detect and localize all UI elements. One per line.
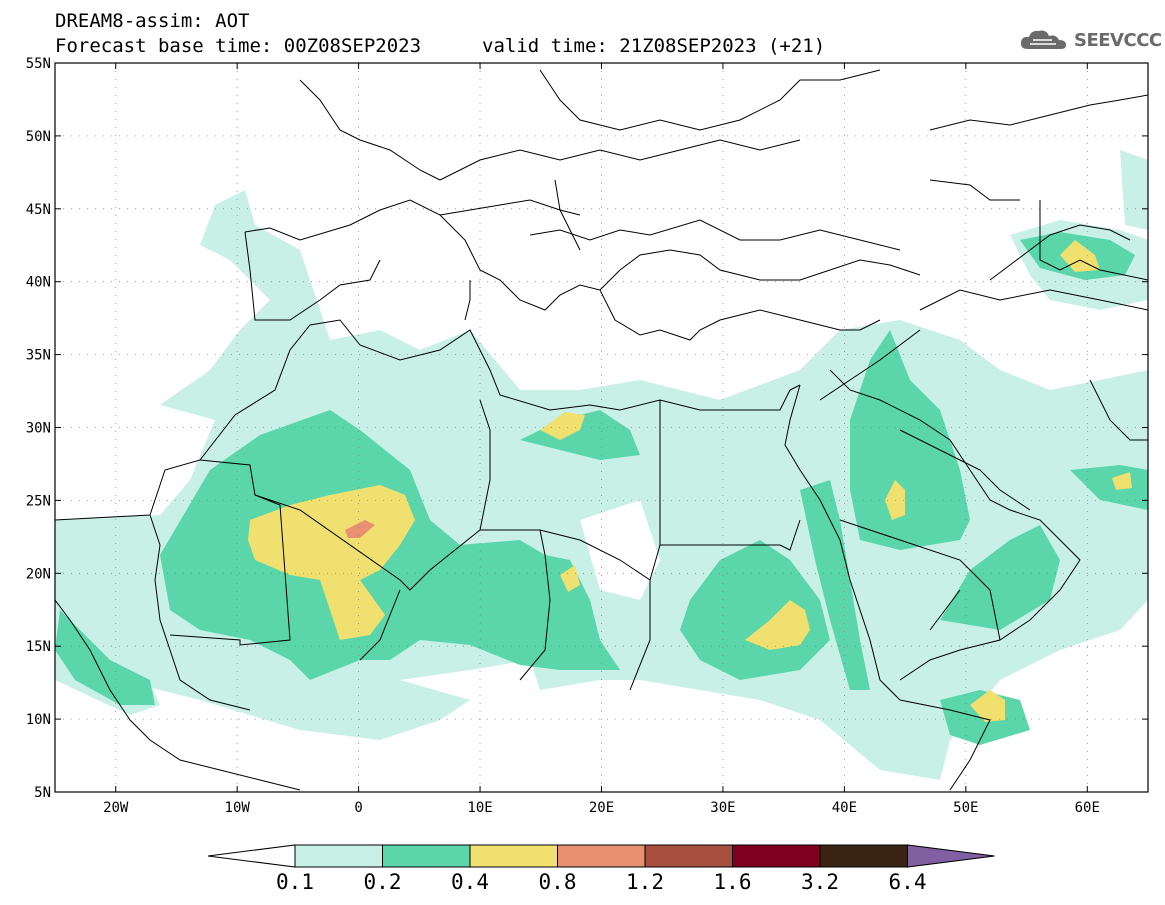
chart-title: DREAM8-assim: AOT [55,10,250,32]
latitude-labels: 55N 50N 45N 40N 35N 30N 25N 20N 15N 10N 5N [26,56,1148,801]
colorbar-over-triangle [907,844,995,868]
lon-tick-label: 30E [710,800,735,816]
colorbar-box [819,844,908,868]
colorbar-box [469,844,558,868]
colorbar-label: 0.2 [364,870,402,894]
lat-tick-label: 20N [26,566,51,582]
lat-tick-label: 35N [26,348,51,364]
lat-tick-label: 50N [26,129,51,145]
lat-tick-label: 10N [26,712,51,728]
colorbar: 0.1 0.2 0.4 0.8 1.2 1.6 3.2 6.4 [207,844,995,894]
colorbar-label: 1.2 [626,870,664,894]
lon-tick-label: 40E [832,800,857,816]
lat-tick-label: 55N [26,56,51,72]
lat-tick-label: 5N [34,785,51,801]
lat-tick-label: 40N [26,275,51,291]
colorbar-box [644,844,733,868]
country-borders [55,69,1148,791]
colorbar-under-triangle [207,844,296,868]
colorbar-box [382,844,471,868]
valid-time: valid time: 21Z08SEP2023 (+21) [482,35,826,57]
cloud-icon [1020,30,1066,49]
colorbar-label: 3.2 [801,870,839,894]
lon-tick-label: 50E [953,800,978,816]
logo-text: SEEVCCC [1074,29,1162,51]
colorbar-label: 0.1 [276,870,314,894]
lat-tick-label: 15N [26,639,51,655]
colorbar-label: 6.4 [889,870,927,894]
lon-tick-label: 10W [225,800,251,816]
lat-tick-label: 30N [26,421,51,437]
colorbar-label: 0.8 [539,870,577,894]
aot-shading [55,150,1148,780]
colorbar-box [294,844,383,868]
lat-tick-label: 25N [26,493,51,509]
lon-tick-label: 20W [103,800,129,816]
lon-tick-label: 20E [589,800,614,816]
lon-tick-label: 0 [354,800,362,816]
forecast-base-time: Forecast base time: 00Z08SEP2023 [55,35,422,57]
lon-tick-label: 60E [1075,800,1100,816]
longitude-labels: 20W 10W 0 10E 20E 30E 40E 50E 60E [103,63,1100,816]
colorbar-box [732,844,821,868]
colorbar-box [557,844,646,868]
colorbar-label: 0.4 [451,870,489,894]
lat-tick-label: 45N [26,202,51,218]
colorbar-label: 1.6 [714,870,752,894]
lon-tick-label: 10E [467,800,492,816]
seevccc-logo: SEEVCCC [1018,28,1162,52]
